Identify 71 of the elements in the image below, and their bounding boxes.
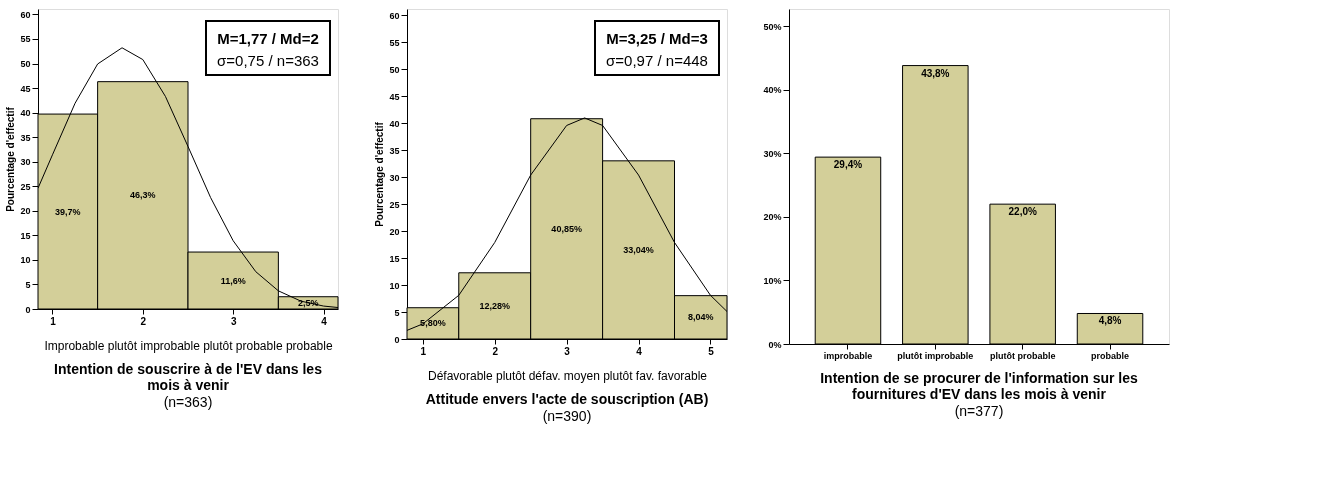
y-tick-label: 60: [20, 9, 31, 20]
y-tick-label: 35: [389, 145, 400, 156]
x-tick-label: 1: [420, 345, 427, 357]
y-tick-label: 50%: [763, 21, 782, 32]
y-tick-label: 10%: [763, 275, 782, 286]
y-tick-label: 30: [389, 172, 400, 183]
x-tick-label: 2: [492, 345, 499, 357]
y-tick-label: 35: [20, 132, 31, 143]
y-tick-label: 10: [20, 255, 31, 266]
y-tick-label: 50: [20, 59, 31, 69]
text: (n=377): [954, 403, 1004, 419]
x-axis-title: Défavorable plutôt défav. moyen plutôt fav. favorable: [427, 368, 708, 383]
y-tick-label: 0: [25, 304, 31, 315]
y-tick-label: 20%: [763, 212, 782, 223]
annotation: σ=0,75 / n=363: [217, 52, 319, 69]
y-tick-label: 45: [20, 83, 31, 94]
x-tick-label: probable: [1091, 350, 1130, 361]
x-tick-label: 2: [140, 315, 147, 327]
x-tick-label: 1: [50, 315, 57, 327]
y-tick-label: 20: [20, 206, 31, 217]
text: Intention de souscrire à de l'EV dans les mois à venir: [54, 361, 323, 393]
y-tick-label: 5: [25, 279, 31, 290]
x-tick-label: improbable: [823, 350, 873, 361]
y-tick-label: 20: [389, 226, 400, 237]
x-tick-label: 4: [321, 315, 328, 327]
y-tick-label: 5: [394, 307, 400, 318]
y-tick-label: 60: [389, 10, 400, 21]
annotation: σ=0,97 / n=448: [606, 52, 708, 69]
y-tick-label: 15: [20, 230, 31, 241]
data-label: 12,28%: [479, 300, 510, 311]
text: Attitude envers l'acte de souscription (AB): [425, 391, 709, 407]
x-tick-label: 3: [564, 345, 571, 357]
data-label: 11,6%: [220, 275, 246, 286]
data-label: 40,85%: [551, 223, 582, 234]
text: (n=390): [542, 408, 592, 424]
y-axis-title: Pourcentage d'effectif: [5, 106, 17, 212]
y-tick-label: 55: [20, 34, 31, 45]
x-tick-label: 4: [636, 345, 643, 357]
y-tick-label: 50: [389, 64, 400, 75]
y-axis-title: Pourcentage d'effectif: [374, 121, 386, 227]
text: Intention de se procurer de l'information sur les fournitures d'EV dans les mois à venir: [820, 370, 1139, 402]
annotation: M=1,77 / Md=2: [217, 30, 319, 47]
y-tick-label: 0: [394, 334, 400, 345]
data-label: 5,80%: [420, 318, 446, 329]
data-label: 39,7%: [55, 206, 81, 217]
y-tick-label: 25: [20, 181, 31, 192]
data-label: 29,4%: [833, 159, 863, 171]
x-tick-label: plutôt probable: [989, 350, 1056, 361]
data-label: 22,0%: [1008, 206, 1037, 218]
data-label: 46,3%: [130, 190, 156, 201]
y-tick-label: 40: [389, 118, 400, 129]
data-label: 4,8%: [1098, 315, 1122, 327]
y-tick-label: 40%: [763, 85, 782, 96]
y-tick-label: 30%: [763, 148, 782, 159]
y-tick-label: 25: [389, 199, 400, 210]
y-tick-label: 0%: [768, 339, 782, 350]
annotation: M=3,25 / Md=3: [606, 30, 708, 47]
x-axis-title: Improbable plutôt improbable plutôt probable probable: [44, 338, 333, 353]
data-label: 33,04%: [623, 244, 654, 255]
y-tick-label: 40: [20, 108, 31, 119]
x-tick-label: 3: [230, 315, 237, 327]
y-tick-label: 30: [20, 157, 31, 168]
data-label: 8,04%: [687, 312, 714, 323]
data-label: 43,8%: [921, 67, 950, 79]
x-tick-label: plutôt improbable: [897, 350, 974, 361]
x-tick-label: 5: [708, 345, 715, 357]
y-tick-label: 55: [389, 37, 400, 48]
y-tick-label: 15: [389, 253, 400, 264]
text: (n=363): [163, 394, 213, 410]
y-tick-label: 45: [389, 91, 400, 102]
y-tick-label: 10: [389, 280, 400, 291]
